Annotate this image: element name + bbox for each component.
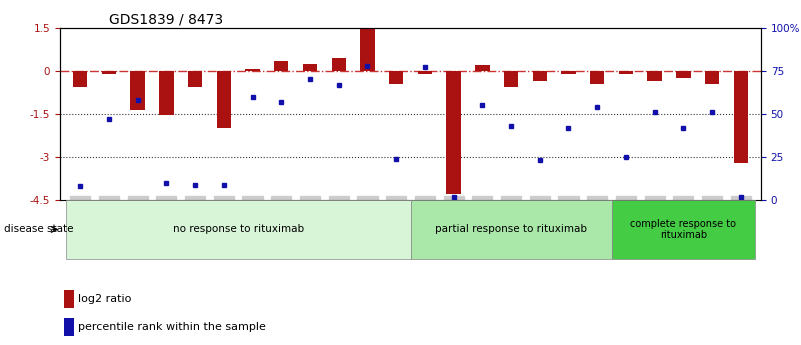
Bar (446, 71, 461, 194)
Bar (647, 71, 662, 81)
Bar (64, 318, 74, 336)
Text: percentile rank within the sample: percentile rank within the sample (78, 322, 266, 332)
Bar (102, 71, 116, 74)
Bar (705, 71, 719, 84)
Text: GDS1839 / 8473: GDS1839 / 8473 (109, 12, 223, 27)
Bar (303, 63, 317, 71)
Bar (389, 71, 404, 84)
Text: log2 ratio: log2 ratio (78, 294, 131, 304)
Bar (360, 28, 375, 71)
Bar (66, 200, 410, 259)
Bar (533, 71, 547, 81)
Text: disease state: disease state (4, 225, 74, 234)
Bar (131, 71, 145, 110)
Text: no response to rituximab: no response to rituximab (172, 225, 304, 234)
Bar (159, 71, 174, 115)
Bar (410, 200, 612, 259)
Bar (332, 58, 346, 71)
Bar (245, 69, 260, 71)
Bar (475, 65, 489, 71)
Bar (612, 200, 755, 259)
Bar (216, 71, 231, 128)
Bar (562, 71, 576, 74)
Text: complete response to
rituximab: complete response to rituximab (630, 219, 736, 240)
Bar (188, 71, 203, 87)
Bar (676, 71, 690, 78)
Bar (734, 71, 748, 163)
Bar (504, 71, 518, 87)
Bar (274, 61, 288, 71)
Bar (64, 290, 74, 308)
Bar (618, 71, 633, 74)
Bar (417, 71, 432, 74)
Bar (73, 71, 87, 87)
Text: partial response to rituximab: partial response to rituximab (435, 225, 587, 234)
Bar (590, 71, 605, 84)
